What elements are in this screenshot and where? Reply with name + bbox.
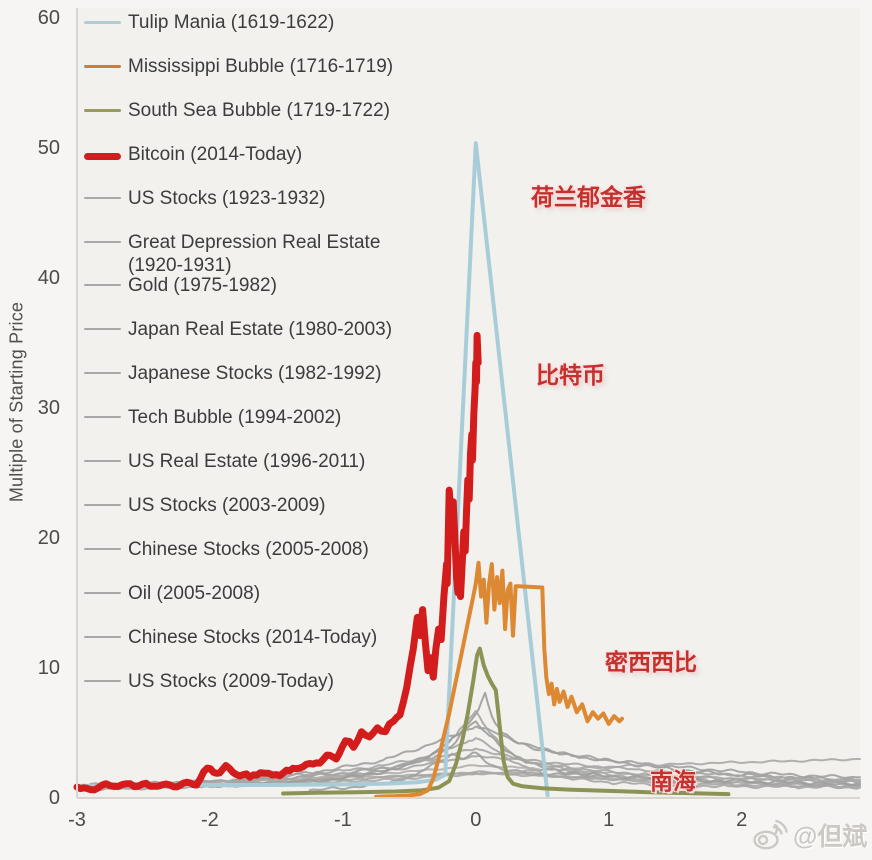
legend-label: US Real Estate (1996-2011) [128,451,366,472]
legend-label: Tech Bubble (1994-2002) [128,407,342,428]
y-tick-label: 40 [37,267,60,290]
legend-label: Great Depression Real Estate (1920-1931) [128,232,381,276]
x-tick-label: -2 [201,809,219,831]
legend-item: Great Depression Real Estate (1920-1931) [84,231,430,277]
legend-label: Gold (1975-1982) [128,275,277,296]
series-line [89,747,861,789]
watermark: @但斌 [752,817,867,853]
legend-swatch [84,197,121,199]
x-tick-label: -3 [68,809,86,831]
y-tick-label: 20 [37,527,60,550]
x-tick-label: 0 [470,809,482,831]
legend-item: US Stocks (2009-Today) [84,670,334,693]
series-line [308,751,610,792]
legend-item: Tulip Mania (1619-1622) [84,11,334,34]
annotation-label: 比特币 [536,362,605,388]
legend-swatch [84,153,121,160]
legend-swatch [84,21,121,24]
legend-swatch [84,328,121,330]
legend-label: Oil (2005-2008) [128,583,261,604]
legend-item: US Real Estate (1996-2011) [84,450,365,473]
legend-swatch [84,680,121,682]
x-tick-label: 2 [736,809,748,831]
weibo-logo-icon [753,819,788,850]
legend-swatch [84,241,121,243]
legend-swatch [84,372,121,374]
legend-label: US Stocks (2003-2009) [128,495,326,516]
legend-item: Japanese Stocks (1982-1992) [84,362,382,385]
y-tick-label: 10 [37,657,60,680]
legend-label: Mississippi Bubble (1716-1719) [128,56,394,77]
legend-swatch [84,109,121,112]
legend-item: Gold (1975-1982) [84,274,277,297]
legend-swatch [84,65,121,68]
watermark-text: @但斌 [793,823,868,851]
legend-item: Bitcoin (2014-Today) [84,143,302,166]
plot-area [77,8,860,798]
legend-item: Chinese Stocks (2005-2008) [84,538,369,561]
legend-swatch [84,460,121,462]
series-line [281,646,731,797]
legend-swatch [84,284,121,286]
annotation-label: 荷兰郁金香 [531,184,646,210]
legend-label: Japan Real Estate (1980-2003) [128,319,393,340]
legend-item: South Sea Bubble (1719-1722) [84,99,390,122]
legend-label: Tulip Mania (1619-1622) [128,12,335,33]
legend-item: Mississippi Bubble (1716-1719) [84,55,393,78]
legend-item: Oil (2005-2008) [84,582,260,605]
legend-swatch [84,548,121,550]
x-tick-label: -1 [333,809,352,831]
legend-label: South Sea Bubble (1719-1722) [128,100,390,121]
series-line [374,560,624,799]
legend-item: Japan Real Estate (1980-2003) [84,318,392,341]
legend-swatch [84,592,121,594]
annotation-label: 密西西比 [605,649,697,675]
legend-swatch [84,504,121,506]
legend-label: US Stocks (2009-Today) [128,671,334,692]
legend-item: Tech Bubble (1994-2002) [84,406,341,429]
y-tick-label: 60 [37,7,60,30]
legend-label: US Stocks (1923-1932) [128,188,326,209]
y-tick-label: 50 [37,137,60,160]
legend-swatch [84,416,121,418]
annotation-label: 南海 [650,768,696,794]
x-tick-label: 1 [603,809,615,831]
legend-item: US Stocks (1923-1932) [84,187,326,210]
legend-label: Chinese Stocks (2005-2008) [128,539,369,560]
series-line [73,331,482,794]
series-line [76,725,861,790]
legend-label: Japanese Stocks (1982-1992) [128,363,382,384]
legend-item: US Stocks (2003-2009) [84,494,326,517]
legend-item: Chinese Stocks (2014-Today) [84,626,377,649]
legend-label: Bitcoin (2014-Today) [128,144,303,165]
legend-label: Chinese Stocks (2014-Today) [128,627,378,648]
y-tick-label: 0 [48,787,60,809]
legend-swatch [84,636,121,638]
y-tick-label: 30 [37,397,60,420]
